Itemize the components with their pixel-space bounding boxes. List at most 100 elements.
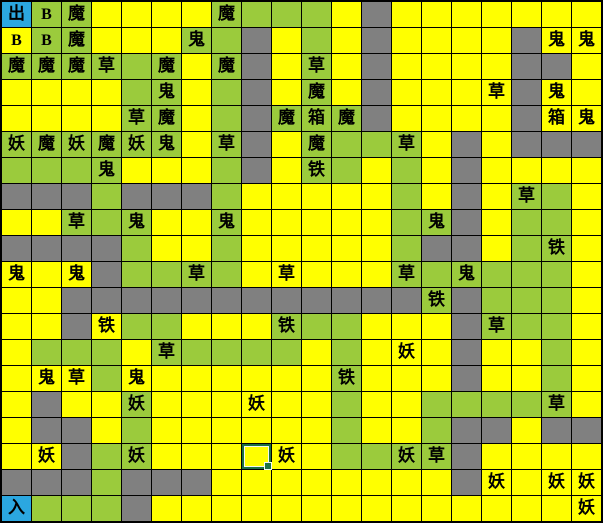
grid-cell[interactable] — [362, 470, 391, 495]
grid-cell[interactable]: 铁 — [272, 314, 301, 339]
grid-cell[interactable] — [92, 288, 121, 313]
grid-cell[interactable] — [272, 366, 301, 391]
grid-cell[interactable] — [362, 418, 391, 443]
grid-cell[interactable] — [242, 106, 271, 131]
grid-cell[interactable]: 魔 — [212, 2, 241, 27]
grid-cell[interactable] — [302, 288, 331, 313]
grid-cell[interactable] — [512, 236, 541, 261]
grid-cell[interactable] — [92, 496, 121, 521]
grid-cell[interactable] — [422, 54, 451, 79]
grid-cell[interactable] — [122, 54, 151, 79]
grid-cell[interactable] — [422, 314, 451, 339]
grid-cell[interactable]: 铁 — [302, 158, 331, 183]
grid-cell[interactable] — [362, 54, 391, 79]
grid-cell[interactable] — [422, 80, 451, 105]
grid-cell[interactable]: 箱 — [542, 106, 571, 131]
grid-cell[interactable] — [242, 444, 271, 469]
grid-cell[interactable] — [392, 54, 421, 79]
grid-cell[interactable] — [512, 210, 541, 235]
grid-cell[interactable] — [332, 340, 361, 365]
grid-cell[interactable] — [332, 28, 361, 53]
grid-cell[interactable] — [272, 80, 301, 105]
grid-cell[interactable] — [122, 184, 151, 209]
grid-cell[interactable] — [32, 470, 61, 495]
grid-cell[interactable] — [242, 132, 271, 157]
grid-cell[interactable] — [272, 392, 301, 417]
grid-cell[interactable]: B — [32, 28, 61, 53]
grid-cell[interactable] — [92, 236, 121, 261]
grid-cell[interactable]: 草 — [482, 314, 511, 339]
grid-cell[interactable] — [182, 418, 211, 443]
grid-cell[interactable]: 草 — [272, 262, 301, 287]
grid-cell[interactable] — [122, 470, 151, 495]
grid-cell[interactable] — [272, 2, 301, 27]
grid-cell[interactable]: 鬼 — [92, 158, 121, 183]
grid-cell[interactable] — [272, 184, 301, 209]
grid-cell[interactable] — [332, 236, 361, 261]
grid-cell[interactable] — [152, 28, 181, 53]
grid-cell[interactable] — [452, 54, 481, 79]
grid-cell[interactable] — [422, 340, 451, 365]
grid-cell[interactable] — [362, 288, 391, 313]
grid-cell[interactable] — [92, 470, 121, 495]
grid-cell[interactable] — [122, 158, 151, 183]
grid-cell[interactable] — [182, 366, 211, 391]
grid-cell[interactable] — [572, 236, 601, 261]
grid-cell[interactable] — [242, 340, 271, 365]
grid-cell[interactable] — [32, 158, 61, 183]
grid-cell[interactable]: 妖 — [392, 340, 421, 365]
grid-cell[interactable]: 草 — [62, 366, 91, 391]
grid-cell[interactable] — [122, 236, 151, 261]
grid-cell[interactable] — [152, 314, 181, 339]
grid-cell[interactable]: 魔 — [152, 106, 181, 131]
grid-cell[interactable] — [542, 366, 571, 391]
grid-cell[interactable] — [332, 418, 361, 443]
grid-cell[interactable] — [332, 314, 361, 339]
grid-cell[interactable]: 鬼 — [572, 106, 601, 131]
grid-cell[interactable] — [182, 132, 211, 157]
grid-cell[interactable] — [152, 288, 181, 313]
grid-cell[interactable] — [92, 106, 121, 131]
grid-cell[interactable]: 草 — [152, 340, 181, 365]
grid-cell[interactable] — [302, 392, 331, 417]
grid-cell[interactable] — [2, 418, 31, 443]
grid-cell[interactable] — [572, 340, 601, 365]
grid-cell[interactable] — [212, 496, 241, 521]
grid-cell[interactable] — [152, 236, 181, 261]
grid-cell[interactable]: 出 — [2, 2, 31, 27]
grid-cell[interactable]: 妖 — [122, 444, 151, 469]
grid-cell[interactable]: 草 — [182, 262, 211, 287]
grid-cell[interactable] — [92, 444, 121, 469]
grid-cell[interactable] — [212, 470, 241, 495]
grid-cell[interactable] — [32, 340, 61, 365]
grid-cell[interactable] — [482, 236, 511, 261]
grid-cell[interactable] — [122, 496, 151, 521]
grid-cell[interactable]: 妖 — [2, 132, 31, 157]
grid-cell[interactable] — [152, 418, 181, 443]
grid-cell[interactable] — [62, 158, 91, 183]
grid-cell[interactable]: 草 — [92, 54, 121, 79]
grid-cell[interactable] — [242, 184, 271, 209]
grid-cell[interactable] — [392, 184, 421, 209]
grid-cell[interactable] — [242, 158, 271, 183]
grid-cell[interactable] — [362, 210, 391, 235]
grid-cell[interactable] — [332, 2, 361, 27]
grid-cell[interactable] — [242, 210, 271, 235]
grid-cell[interactable] — [542, 314, 571, 339]
grid-cell[interactable] — [122, 80, 151, 105]
grid-cell[interactable] — [152, 2, 181, 27]
grid-cell[interactable] — [392, 236, 421, 261]
grid-cell[interactable] — [542, 54, 571, 79]
grid-cell[interactable]: 妖 — [572, 496, 601, 521]
grid-cell[interactable] — [62, 340, 91, 365]
grid-cell[interactable] — [302, 340, 331, 365]
grid-cell[interactable] — [302, 418, 331, 443]
grid-cell[interactable] — [212, 80, 241, 105]
grid-cell[interactable] — [152, 158, 181, 183]
grid-cell[interactable] — [212, 366, 241, 391]
grid-cell[interactable]: 鬼 — [122, 366, 151, 391]
grid-cell[interactable] — [302, 496, 331, 521]
grid-cell[interactable] — [422, 392, 451, 417]
grid-cell[interactable] — [272, 28, 301, 53]
grid-cell[interactable]: 妖 — [272, 444, 301, 469]
